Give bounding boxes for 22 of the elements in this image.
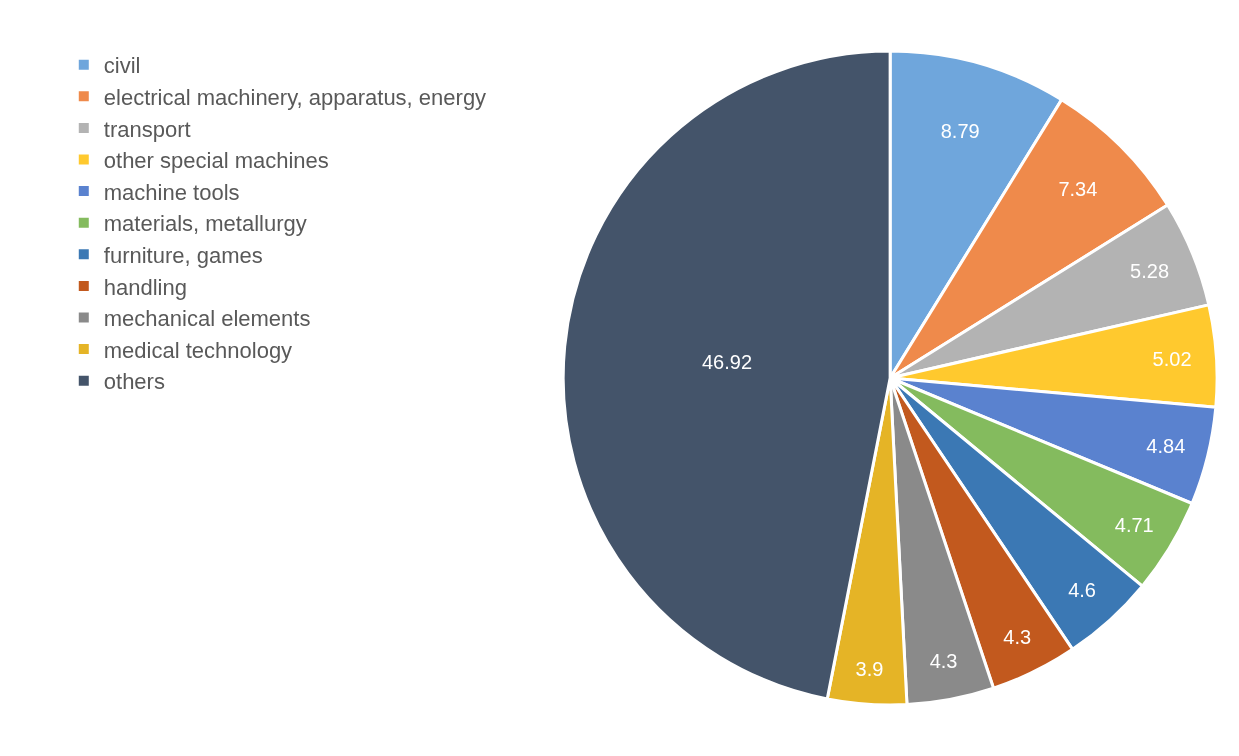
legend-label: others: [103, 369, 165, 395]
legend-label: electrical machinery, apparatus, energy: [103, 84, 487, 110]
legend-label: other special machines: [103, 148, 329, 174]
legend-label: transport: [103, 116, 191, 142]
data-label: 8.79: [940, 119, 980, 142]
legend-label: machine tools: [103, 179, 240, 205]
data-label: 4.84: [1146, 435, 1186, 458]
legend-label: civil: [103, 53, 141, 79]
data-label: 4.6: [1068, 578, 1096, 601]
legend-label: medical technology: [103, 337, 293, 363]
legend-label: mechanical elements: [103, 306, 311, 332]
legend-label: furniture, games: [103, 242, 263, 268]
data-label: 4.3: [929, 650, 958, 673]
legend-label: handling: [103, 274, 187, 300]
data-label: 3.9: [855, 657, 884, 680]
data-label: 4.71: [1114, 513, 1154, 536]
data-label: 4.3: [1003, 625, 1032, 648]
data-label: 5.28: [1130, 259, 1170, 282]
data-label: 7.34: [1058, 178, 1098, 201]
legend-label: materials, metallurgy: [103, 211, 307, 237]
data-label: 46.92: [702, 351, 753, 374]
data-label: 5.02: [1152, 347, 1192, 370]
